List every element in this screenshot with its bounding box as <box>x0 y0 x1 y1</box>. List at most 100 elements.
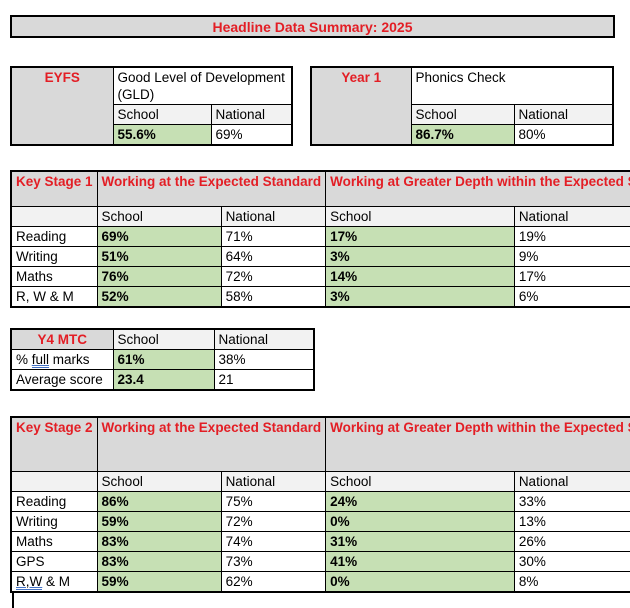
ks1-expected-school: 52% <box>96 285 222 307</box>
ks2-subheader-national-1: National <box>220 470 327 492</box>
table-row: Year 1 Phonics Check <box>310 66 614 145</box>
ks2-expected-school: 83% <box>96 550 222 572</box>
ks1-expected-national: 64% <box>220 245 327 267</box>
table-row: School National School National <box>10 470 630 492</box>
year1-stage-label: Year 1 <box>310 66 412 145</box>
table-row: R,W & M 59% 62% 0% 8% <box>10 570 630 592</box>
eyfs-national-header: National <box>210 104 293 125</box>
ks1-gd-school: 17% <box>325 225 515 247</box>
table-row: Writing 51% 64% 3% 9% <box>10 245 630 267</box>
ks1-expected-school: 69% <box>96 225 222 247</box>
table-row: 55.6% 69% <box>11 124 293 146</box>
ks1-subheader-national-2: National <box>513 205 630 227</box>
ks1-gd-national: 6% <box>513 285 630 307</box>
ks2-expected-national: 72% <box>220 510 327 532</box>
ks1-gd-school: 14% <box>325 265 515 287</box>
ks2-row-label: R,W & M <box>10 570 98 592</box>
ks2-row-label: Writing <box>10 510 98 532</box>
ks2-gd-national: 13% <box>513 510 630 532</box>
ks2-expected-school: 59% <box>96 510 222 532</box>
label-text: & M <box>42 573 71 589</box>
y4mtc-table: Y4 MTC School National % full marks 61% … <box>10 328 315 391</box>
eyfs-school-value: 55.6% <box>112 124 212 146</box>
partial-table-border <box>12 591 14 608</box>
ks1-expected-national: 71% <box>220 225 327 247</box>
ks2-gd-school: 41% <box>325 550 515 572</box>
table-row: Maths 76% 72% 14% 17% <box>10 265 630 287</box>
y4mtc-national-header: National <box>213 328 315 350</box>
y4mtc-school-header: School <box>112 328 215 350</box>
y4mtc-national-value: 38% <box>213 349 315 370</box>
ks1-expected-school: 51% <box>96 245 222 267</box>
year1-school-value: 86.7% <box>410 123 515 145</box>
ks1-expected-school: 76% <box>96 265 222 287</box>
table-row: Key Stage 1 Working at the Expected Stan… <box>10 170 630 207</box>
ks1-stage-label: Key Stage 1 <box>10 170 98 207</box>
ks2-row-label: Reading <box>10 490 98 512</box>
ks1-row-label: Maths <box>10 265 98 287</box>
ks2-expected-national: 73% <box>220 550 327 572</box>
ks1-subheader-school-1: School <box>96 205 222 227</box>
table-row: Y4 MTC School National <box>10 328 315 350</box>
table-row: School National <box>311 103 614 125</box>
ks1-expected-national: 58% <box>220 285 327 307</box>
ks1-gd-national: 17% <box>513 265 630 287</box>
table-row: Reading 86% 75% 24% 33% <box>10 490 630 512</box>
year1-school-header: School <box>410 103 515 125</box>
ks1-gd-national: 19% <box>513 225 630 247</box>
headline-title-bar: Headline Data Summary: 2025 <box>10 15 615 38</box>
ks1-table: Key Stage 1 Working at the Expected Stan… <box>10 170 630 308</box>
ks2-expected-national: 74% <box>220 530 327 552</box>
ks1-subheader-school-2: School <box>325 205 515 227</box>
ks2-gd-national: 33% <box>513 490 630 512</box>
ks2-expected-school: 59% <box>96 570 222 592</box>
ks2-subheader-school-1: School <box>96 470 222 492</box>
ks2-expected-school: 86% <box>96 490 222 512</box>
ks2-gd-school: 0% <box>325 510 515 532</box>
eyfs-measure-text: Good Level of Development (GLD) <box>117 70 285 102</box>
y4mtc-stage-label: Y4 MTC <box>10 328 114 350</box>
label-underlined-text: full <box>31 352 50 368</box>
table-row: Reading 69% 71% 17% 19% <box>10 225 630 247</box>
table-row: School National <box>11 104 293 125</box>
eyfs-school-header: School <box>112 104 212 125</box>
ks1-expected-national: 72% <box>220 265 327 287</box>
eyfs-table: EYFS Good Level of Development (GLD) Sch… <box>10 66 293 146</box>
eyfs-national-value: 69% <box>210 124 293 146</box>
page-title: Headline Data Summary: 2025 <box>212 18 413 35</box>
ks1-gd-school: 3% <box>325 245 515 267</box>
ks2-expected-school: 83% <box>96 530 222 552</box>
table-row: School National School National <box>10 205 630 227</box>
y4mtc-national-value: 21 <box>213 369 315 391</box>
year1-table: Year 1 Phonics Check School National 86.… <box>310 66 614 146</box>
ks2-gd-national: 8% <box>513 570 630 592</box>
year1-national-value: 80% <box>513 123 614 145</box>
y4mtc-row-label: % full marks <box>10 349 114 370</box>
ks1-group-expected: Working at the Expected Standard <box>96 170 327 207</box>
label-text: marks <box>49 352 90 367</box>
table-row: GPS 83% 73% 41% 30% <box>10 550 630 572</box>
y4mtc-school-value: 23.4 <box>112 369 215 391</box>
ks2-group-expected: Working at the Expected Standard <box>96 416 327 472</box>
ks2-gd-national: 30% <box>513 550 630 572</box>
ks1-row-label: Reading <box>10 225 98 247</box>
ks2-gd-school: 0% <box>325 570 515 592</box>
ks2-expected-national: 62% <box>220 570 327 592</box>
ks2-group-greater-depth: Working at Greater Depth within the Expe… <box>325 416 630 472</box>
eyfs-stage-label: EYFS <box>10 66 114 146</box>
y4mtc-school-value: 61% <box>112 349 215 370</box>
ks2-subheader-school-2: School <box>325 470 515 492</box>
ks1-gd-national: 9% <box>513 245 630 267</box>
ks1-row-label: R, W & M <box>10 285 98 307</box>
ks2-stage-label: Key Stage 2 <box>10 416 98 472</box>
table-row: Writing 59% 72% 0% 13% <box>10 510 630 532</box>
ks2-gd-national: 26% <box>513 530 630 552</box>
ks1-row-label: Writing <box>10 245 98 267</box>
table-row: R, W & M 52% 58% 3% 6% <box>10 285 630 307</box>
table-row: Key Stage 2 Working at the Expected Stan… <box>10 416 630 472</box>
ks2-gd-school: 31% <box>325 530 515 552</box>
y4mtc-row-label: Average score <box>10 369 114 391</box>
ks1-gd-school: 3% <box>325 285 515 307</box>
ks1-subheader-national-1: National <box>220 205 327 227</box>
